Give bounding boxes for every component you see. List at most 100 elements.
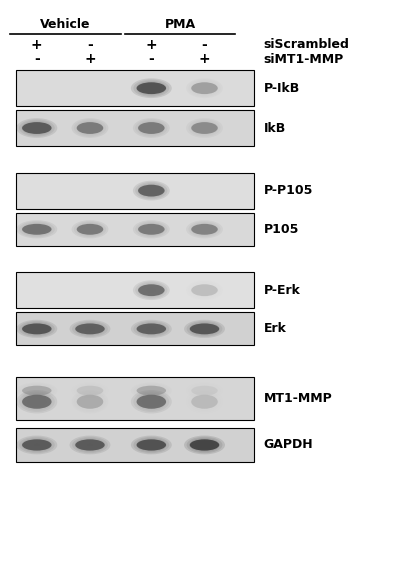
Ellipse shape [192, 439, 217, 451]
Ellipse shape [22, 395, 52, 409]
Ellipse shape [186, 118, 223, 138]
Ellipse shape [133, 118, 170, 138]
Text: +: + [199, 52, 210, 66]
Ellipse shape [137, 83, 166, 94]
Ellipse shape [16, 118, 57, 138]
Text: -: - [34, 52, 40, 66]
Ellipse shape [197, 325, 212, 332]
Ellipse shape [191, 395, 218, 409]
Ellipse shape [194, 324, 215, 333]
Ellipse shape [133, 391, 169, 412]
Ellipse shape [77, 224, 103, 235]
Ellipse shape [141, 324, 162, 333]
Ellipse shape [21, 393, 52, 410]
Ellipse shape [189, 119, 220, 137]
Ellipse shape [135, 182, 167, 199]
Ellipse shape [189, 438, 220, 452]
Ellipse shape [22, 323, 52, 335]
Bar [16, 428, 254, 462]
Ellipse shape [187, 437, 222, 453]
Ellipse shape [72, 220, 108, 238]
Ellipse shape [135, 221, 167, 237]
Ellipse shape [142, 185, 160, 196]
Text: MT1-MMP: MT1-MMP [264, 392, 333, 405]
Ellipse shape [141, 83, 162, 93]
Text: +: + [31, 38, 43, 52]
Ellipse shape [131, 320, 172, 338]
Ellipse shape [80, 324, 100, 333]
Text: P-IkB: P-IkB [264, 82, 300, 94]
Text: -: - [148, 52, 154, 66]
Text: IkB: IkB [264, 122, 286, 134]
Text: Erk: Erk [264, 323, 287, 335]
Ellipse shape [72, 321, 108, 337]
Text: Vehicle: Vehicle [40, 18, 91, 31]
Ellipse shape [131, 390, 172, 414]
Ellipse shape [77, 122, 103, 134]
Ellipse shape [16, 390, 57, 414]
Ellipse shape [137, 395, 166, 409]
Ellipse shape [19, 119, 55, 137]
Ellipse shape [137, 386, 166, 395]
Ellipse shape [27, 225, 47, 234]
Ellipse shape [142, 285, 160, 295]
Ellipse shape [138, 122, 164, 134]
Ellipse shape [140, 122, 163, 134]
Ellipse shape [81, 225, 99, 234]
Ellipse shape [77, 439, 103, 451]
Ellipse shape [21, 322, 52, 336]
Ellipse shape [144, 442, 159, 448]
Ellipse shape [193, 224, 216, 235]
Ellipse shape [184, 320, 225, 338]
Ellipse shape [141, 440, 162, 450]
Ellipse shape [192, 323, 217, 335]
Ellipse shape [74, 438, 106, 452]
Ellipse shape [74, 322, 106, 336]
Ellipse shape [72, 390, 108, 414]
Ellipse shape [137, 439, 166, 451]
Ellipse shape [27, 324, 47, 333]
Ellipse shape [140, 224, 163, 235]
Ellipse shape [77, 395, 103, 409]
Text: siScrambled: siScrambled [264, 39, 350, 51]
Ellipse shape [77, 386, 103, 395]
Ellipse shape [197, 442, 212, 448]
Bar [16, 110, 254, 146]
Ellipse shape [76, 222, 104, 236]
Ellipse shape [141, 396, 162, 407]
Ellipse shape [133, 220, 170, 238]
Ellipse shape [137, 121, 165, 135]
Ellipse shape [75, 323, 105, 335]
Ellipse shape [136, 81, 167, 96]
Ellipse shape [191, 222, 218, 236]
Ellipse shape [189, 80, 220, 97]
Ellipse shape [133, 281, 170, 300]
Ellipse shape [82, 442, 98, 448]
Text: -: - [87, 38, 93, 52]
Text: -: - [202, 38, 207, 52]
Ellipse shape [189, 322, 220, 336]
Ellipse shape [19, 221, 55, 237]
Ellipse shape [139, 323, 164, 335]
Ellipse shape [75, 439, 105, 451]
Ellipse shape [184, 436, 225, 454]
Ellipse shape [139, 394, 164, 409]
Ellipse shape [136, 438, 167, 452]
Ellipse shape [190, 439, 219, 451]
Bar [16, 70, 254, 106]
Ellipse shape [131, 382, 172, 399]
Text: P-Erk: P-Erk [264, 284, 301, 296]
Ellipse shape [138, 224, 164, 235]
Ellipse shape [16, 320, 57, 338]
Ellipse shape [136, 322, 167, 336]
Ellipse shape [70, 436, 110, 454]
Ellipse shape [21, 121, 52, 135]
Ellipse shape [187, 321, 222, 337]
Ellipse shape [138, 284, 164, 296]
Bar [16, 272, 254, 308]
Text: siMT1-MMP: siMT1-MMP [264, 53, 344, 65]
Ellipse shape [19, 391, 55, 412]
Ellipse shape [191, 81, 218, 96]
Text: P-P105: P-P105 [264, 184, 313, 197]
Text: +: + [146, 38, 157, 52]
